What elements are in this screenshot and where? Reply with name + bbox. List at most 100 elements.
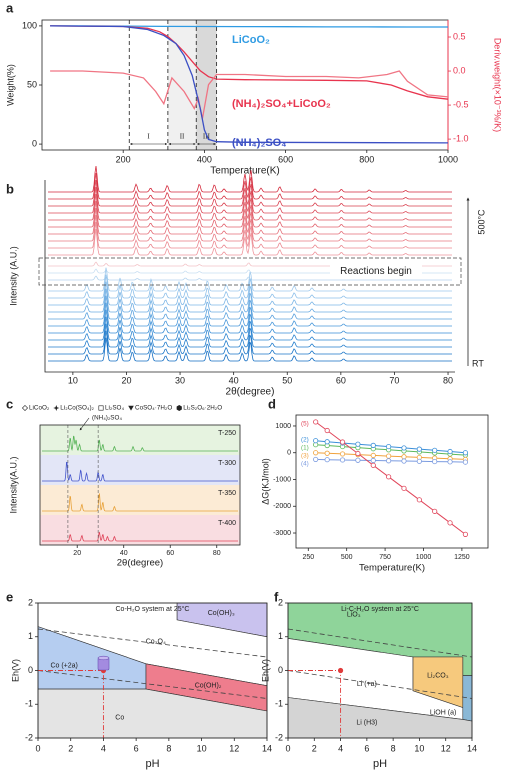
x-tick-label: 1000 (438, 154, 458, 164)
x-tick-label: 14 (262, 743, 272, 753)
x-tick-label: 1000 (416, 554, 432, 561)
xrd-pattern (48, 337, 452, 362)
axis-title: 2θ(degree) (226, 387, 275, 398)
region-label: Co(OH)₃ (208, 610, 235, 617)
bottom-label: RT (472, 358, 484, 368)
x-tick-label: 10 (197, 743, 207, 753)
x-tick-label: 400 (197, 154, 212, 164)
y-tick-label: 1 (28, 631, 33, 641)
data-point (401, 485, 407, 491)
y-tick-label: 0 (32, 138, 37, 148)
data-point (313, 419, 319, 425)
top-label: 500°C (476, 209, 486, 235)
x-tick-label: 600 (278, 154, 293, 164)
xrd-pattern (42, 531, 238, 542)
data-point (313, 438, 319, 444)
axis-title: ΔG(KJ/mol) (260, 458, 270, 505)
axis-title: Temperature(K) (210, 166, 279, 177)
x-tick-label: 800 (359, 154, 374, 164)
xrd-pattern (48, 215, 452, 242)
region-label: Co₃O₄ (146, 639, 166, 646)
data-point (355, 450, 361, 457)
panel-letter: c (6, 396, 13, 411)
x-tick-label: 1250 (454, 554, 470, 561)
xrd-pattern (48, 288, 452, 313)
xrd-pattern (48, 187, 452, 214)
legend-label: Li₂S₂O₆·2H₂O (183, 405, 222, 412)
annotation: (NH₄)₂SO₄ (92, 415, 122, 422)
series-line (50, 70, 449, 119)
axes (44, 180, 455, 373)
x-tick-label: 10 (68, 375, 78, 385)
x-tick-label: 12 (441, 743, 451, 753)
y-tick-label: -2000 (273, 503, 291, 510)
point-guide (38, 670, 104, 738)
data-point (339, 457, 346, 463)
y-tick-label: 100 (22, 20, 37, 30)
y-tick-label: 2 (28, 597, 33, 607)
data-point (313, 450, 319, 456)
water-line (37, 628, 268, 658)
panel-band (40, 485, 240, 515)
series-label: T-300 (218, 460, 236, 467)
x-tick-label: 250 (302, 554, 314, 561)
series-label: LiCoO₂ (232, 34, 270, 46)
data-point (447, 459, 453, 465)
xrd-pattern (48, 173, 452, 200)
xrd-pattern (48, 323, 452, 348)
legend-symbol (53, 405, 60, 411)
legend-label: CoSO₄·7H₂O (135, 405, 172, 412)
series-label: (NH₄)₂SO₄ (232, 137, 286, 149)
x-tick-label: 2 (68, 743, 73, 753)
x-tick-label: 200 (116, 154, 131, 164)
panel-band (40, 455, 240, 485)
xrd-pattern (48, 281, 452, 306)
axis-title: Intensity(A.U.) (8, 456, 18, 513)
xrd-pattern (48, 309, 452, 334)
chart-title: Li-C-H₂O system at 25°C (341, 605, 419, 613)
panel-letter: a (6, 0, 14, 15)
data-point (401, 458, 407, 464)
y2-tick-label: -1.0 (453, 133, 469, 143)
panel-letter: e (6, 589, 13, 604)
series-label: (NH₄)₂SO₄+LiCoO₂ (232, 98, 331, 110)
axis-title: Eh(V) (10, 659, 20, 682)
data-point (401, 445, 407, 451)
chart-title: Co-H₂O system at 25°C (116, 605, 190, 613)
series-label: (4) (301, 461, 309, 468)
x-tick-label: 80 (213, 550, 221, 557)
y2-tick-label: 0.0 (453, 65, 466, 75)
data-point (370, 462, 376, 468)
legend-label: Li₂SO₄ (105, 405, 124, 412)
axis-title: Eh(V) (260, 659, 270, 682)
data-point (416, 458, 422, 464)
legend-label: Li₂Co(SO₄)₂ (60, 405, 94, 412)
region-label: Co (115, 715, 124, 722)
xrd-pattern (48, 222, 452, 249)
xrd-pattern (48, 267, 452, 292)
data-point (462, 531, 469, 537)
data-point (370, 457, 376, 464)
data-point (386, 458, 392, 464)
data-point (432, 458, 438, 465)
y-tick-label: 0 (287, 450, 291, 457)
x-tick-label: 12 (229, 743, 239, 753)
axis-title: Deriv.weight(×10⁻³%/K) (493, 38, 503, 132)
legend-symbol (98, 405, 104, 411)
x-tick-label: 0 (35, 743, 40, 753)
data-point (432, 508, 438, 514)
data-point (339, 439, 346, 445)
series-label: (3) (301, 453, 309, 460)
xrd-pattern (48, 275, 452, 281)
axis-title: Intensity (A.U.) (8, 246, 18, 306)
axis-title: pH (145, 758, 159, 770)
data-point (386, 453, 392, 459)
panel-letter: d (268, 396, 276, 411)
xrd-pattern (48, 208, 452, 235)
x-tick-label: 60 (166, 550, 174, 557)
y-tick-label: 1 (278, 631, 283, 641)
region-label: Li₂CO₃ (427, 672, 449, 679)
y-tick-label: 0 (28, 665, 33, 675)
y-tick-label: -3000 (273, 530, 291, 537)
